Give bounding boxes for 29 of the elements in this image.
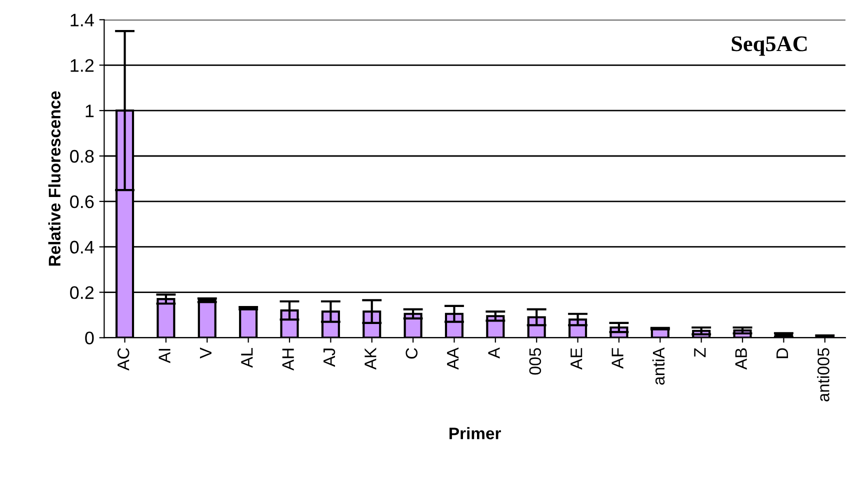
x-tick-label: AL	[241, 348, 253, 368]
y-tick-label: 1.4	[70, 14, 94, 26]
x-tick-label: A	[488, 347, 500, 359]
y-tick-label: 1.2	[70, 59, 94, 72]
y-tick-label: 0.6	[70, 195, 94, 208]
y-tick-label: 0.4	[70, 240, 94, 254]
y-tick-label: 0.2	[70, 286, 94, 299]
x-tick-label: AA	[447, 347, 459, 370]
x-tick-label: AH	[282, 348, 294, 371]
y-tick-label: 1	[86, 104, 94, 118]
x-tick-label: Z	[694, 348, 706, 358]
y-tick-label: 0	[85, 332, 94, 344]
x-tick-label: D	[776, 348, 788, 358]
text: Seq5AC	[732, 36, 807, 56]
x-tick-label: AE	[570, 348, 582, 370]
x-tick-label: AI	[158, 348, 170, 364]
y-axis-title: Relative Fluorescence	[48, 91, 61, 266]
x-tick-label: 005	[529, 348, 542, 375]
x-tick-label: V	[200, 348, 212, 358]
x-axis-title: Primer	[450, 427, 501, 440]
x-tick-label: AB	[735, 348, 747, 370]
x-tick-label: anti005	[817, 348, 830, 402]
x-tick-label: AJ	[324, 348, 336, 367]
x-tick-label: AF	[612, 348, 624, 369]
x-tick-label: AK	[364, 348, 376, 370]
y-tick-label: 0.8	[70, 150, 94, 163]
x-tick-label: C	[406, 348, 418, 359]
x-tick-label: antiA	[652, 347, 665, 385]
x-tick-label: AC	[117, 348, 130, 371]
